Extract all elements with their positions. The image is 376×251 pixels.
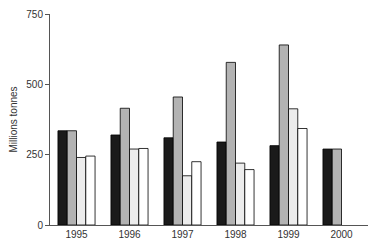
svg-text:0: 0	[37, 220, 43, 231]
svg-text:750: 750	[26, 9, 43, 20]
svg-text:1999: 1999	[277, 229, 300, 240]
svg-text:500: 500	[26, 79, 43, 90]
svg-text:1997: 1997	[171, 229, 194, 240]
svg-text:1998: 1998	[224, 229, 247, 240]
svg-text:1995: 1995	[65, 229, 88, 240]
svg-text:250: 250	[26, 149, 43, 160]
svg-text:2000: 2000	[330, 229, 353, 240]
svg-text:1996: 1996	[118, 229, 141, 240]
svg-text:Millions tonnes: Millions tonnes	[8, 86, 19, 152]
